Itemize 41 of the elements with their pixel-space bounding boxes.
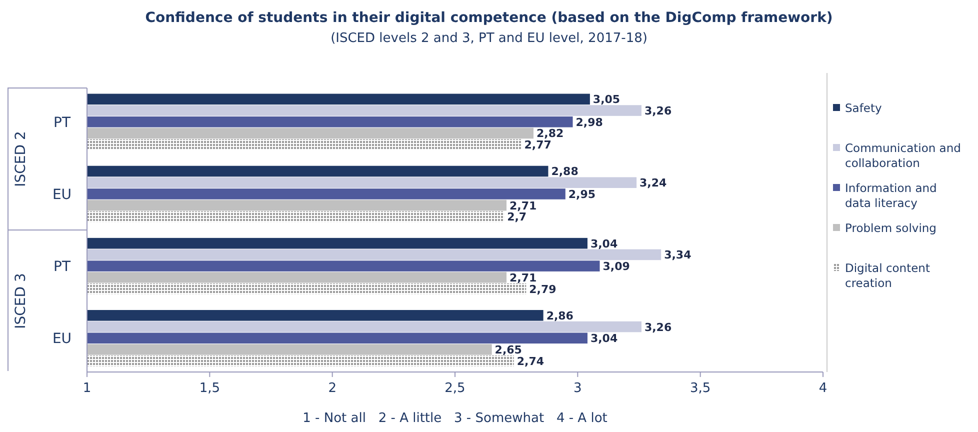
legend-label: Information and data literacy xyxy=(845,181,937,210)
data-label: 3,26 xyxy=(644,320,672,334)
x-tick-label: 1,5 xyxy=(199,381,220,396)
x-tick-label: 4 xyxy=(818,381,828,396)
data-label: 2,95 xyxy=(568,188,596,201)
chart-subtitle: (ISCED levels 2 and 3, PT and EU level, 2017-18) xyxy=(330,31,648,46)
data-label: 3,04 xyxy=(590,332,618,346)
data-label: 2,71 xyxy=(510,271,537,284)
data-label: 2,86 xyxy=(546,309,574,322)
data-label: 2,98 xyxy=(576,116,603,129)
data-label: 2,74 xyxy=(516,354,544,368)
y-tick-label: PT xyxy=(54,259,71,276)
data-label: 2,88 xyxy=(551,165,578,178)
data-label: 2,77 xyxy=(524,138,552,152)
data-label: 3,24 xyxy=(640,176,668,190)
data-label: 2,79 xyxy=(529,282,556,296)
text: ISCED 2 xyxy=(13,131,29,187)
x-axis-title: 1 - Not all 2 - A little 3 - Somewhat 4 - A lot xyxy=(302,411,608,426)
data-label: 2,7 xyxy=(507,210,527,224)
data-label: 2,82 xyxy=(536,127,564,140)
chart-title: Confidence of students in their digital competence (based on the DigComp framework) xyxy=(145,10,833,26)
data-label: 3,05 xyxy=(592,93,620,106)
legend-label: Digital content creation xyxy=(845,261,930,290)
legend-label: Problem solving xyxy=(845,221,936,235)
y-tick-label: EU xyxy=(52,186,72,203)
y-tick-label: PT xyxy=(54,114,71,131)
x-tick-label: 2,5 xyxy=(444,381,466,396)
x-tick-label: 3 xyxy=(574,381,582,396)
data-label: 2,65 xyxy=(494,343,522,356)
text: ISCED 3 xyxy=(13,273,29,329)
data-label: 3,09 xyxy=(602,260,630,274)
data-label: 3,26 xyxy=(644,104,672,118)
y-tick-label: EU xyxy=(52,331,72,348)
data-label: 3,34 xyxy=(664,248,692,262)
x-tick-label: 1 xyxy=(82,381,92,396)
data-label: 3,04 xyxy=(590,237,618,250)
data-label: 2,71 xyxy=(510,199,537,212)
x-tick-label: 3,5 xyxy=(690,381,711,396)
legend-label: Communication and collaboration xyxy=(845,141,961,170)
x-tick-label: 2 xyxy=(328,381,336,396)
legend-label: Safety xyxy=(845,101,882,115)
